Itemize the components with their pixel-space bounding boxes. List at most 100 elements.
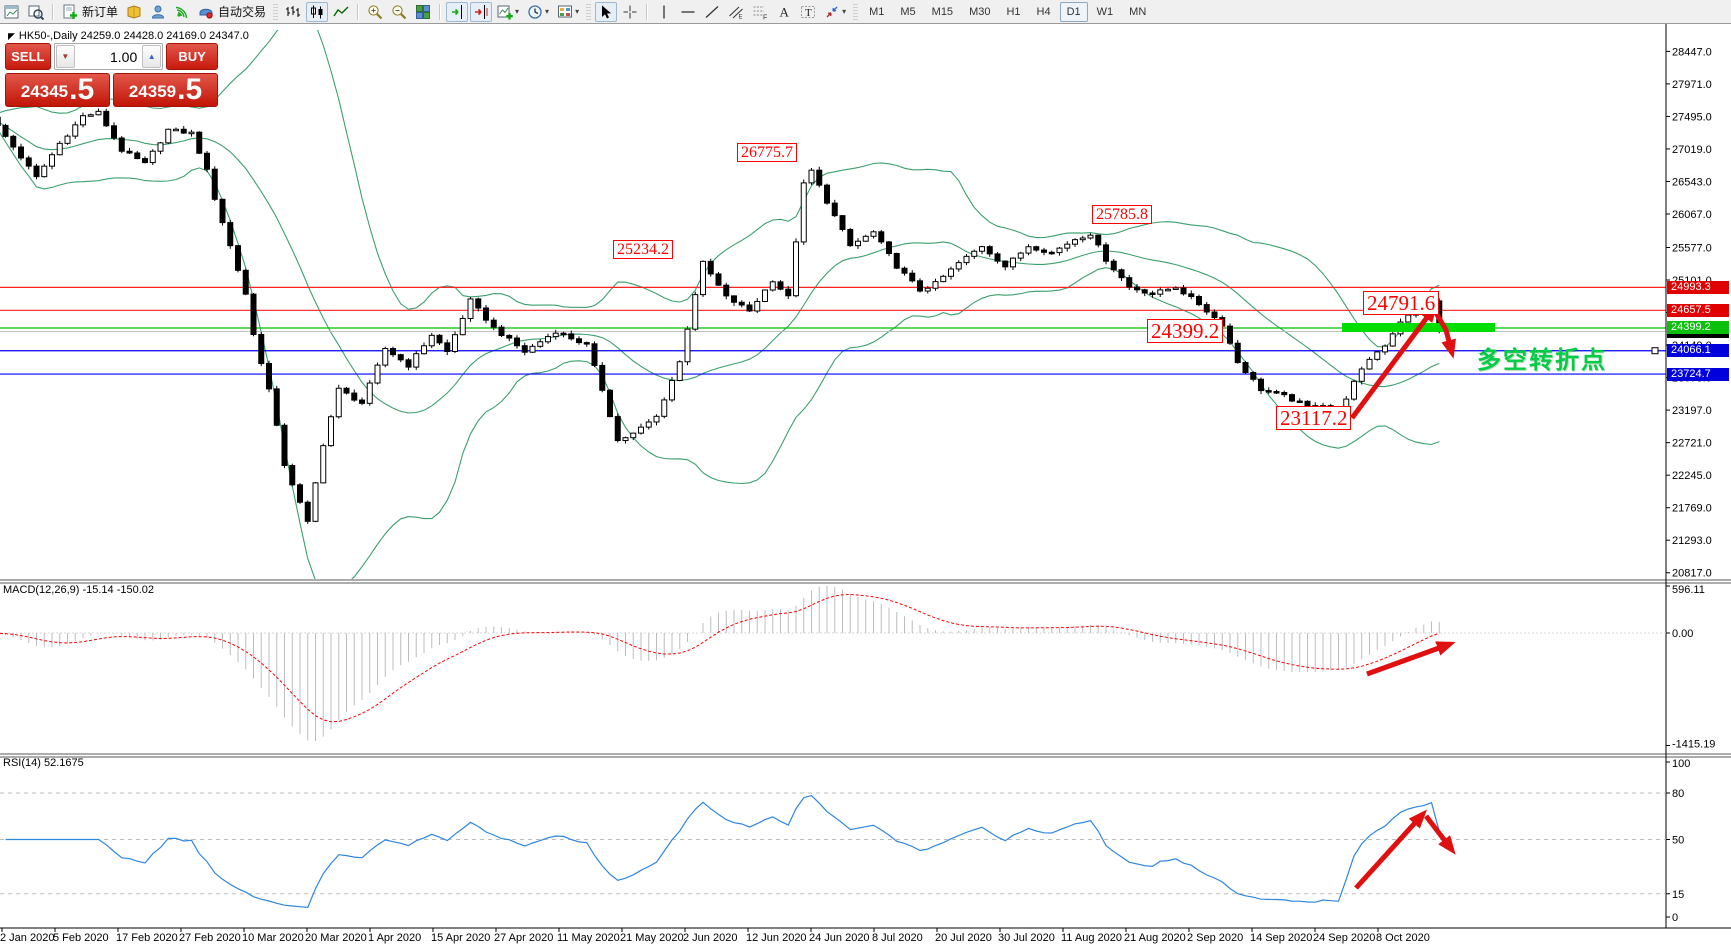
timeframe-m30[interactable]: M30 [969, 5, 991, 18]
cn-annotation: 多空转折点 [1477, 347, 1607, 374]
sell-price[interactable]: 24345.5 [5, 73, 110, 107]
history-center-icon [127, 4, 141, 19]
chart-shift-icon[interactable] [470, 1, 493, 22]
svg-text:25577.0: 25577.0 [1672, 242, 1712, 254]
periods-icon-dropdown[interactable]: ▾ [545, 7, 550, 16]
arrows-icon[interactable]: ▾ [821, 2, 849, 22]
bar-chart-icon [286, 5, 301, 17]
rsi-label: RSI(14) 52.1675 [3, 757, 84, 769]
volume-increase-button[interactable]: ▲ [142, 45, 162, 68]
bar-chart-icon[interactable] [282, 2, 304, 22]
auto-scroll-icon[interactable] [446, 1, 469, 22]
text-label-icon[interactable]: T [797, 2, 819, 22]
sell-button[interactable]: SELL [5, 43, 51, 70]
timeframe-m15[interactable]: M15 [931, 5, 954, 18]
svg-text:22245.0: 22245.0 [1672, 470, 1712, 482]
chart-canvas[interactable]: 28447.0 27971.0 27495.0 27019.0 26543.0 26067… [0, 24, 1731, 950]
autotrading-button[interactable]: 自动交易 [195, 2, 269, 22]
channel-icon: E [729, 6, 743, 20]
vertical-line-icon[interactable] [653, 2, 675, 22]
chart-price-label[interactable]: 23117.2 [1276, 406, 1352, 430]
market-watch-icon[interactable] [25, 2, 47, 22]
chart-price-label[interactable]: 26775.7 [737, 143, 797, 162]
periods-icon[interactable]: ▾ [524, 2, 552, 22]
volume-spinner[interactable]: ▼ 1.00 ▲ [53, 43, 164, 70]
svg-text:50: 50 [1672, 835, 1684, 847]
date-tick: 2 Jun 2020 [683, 932, 737, 944]
crosshair-icon[interactable] [619, 2, 641, 22]
volume-input[interactable]: 1.00 [110, 48, 138, 65]
cursor-icon [602, 5, 612, 18]
cursor-icon[interactable] [595, 1, 618, 22]
timeframe-h1[interactable]: H1 [1006, 5, 1021, 18]
svg-text:28447.0: 28447.0 [1672, 46, 1712, 58]
buy-button[interactable]: BUY [166, 43, 218, 70]
text-icon: A [780, 4, 790, 19]
date-tick: 24 Sep 2020 [1313, 932, 1375, 944]
svg-text:100: 100 [1672, 758, 1690, 770]
toolbar-grip [853, 3, 859, 20]
signals-icon[interactable] [171, 2, 193, 22]
chart-price-label[interactable]: 24791.6 [1363, 291, 1440, 315]
svg-text:T: T [805, 7, 812, 19]
new-order-button[interactable]: 新订单 [59, 2, 121, 22]
history-center-icon[interactable] [123, 2, 145, 22]
chart-price-label[interactable]: 25234.2 [613, 240, 673, 259]
date-tick: 27 Feb 2020 [179, 932, 241, 944]
rsi-down-arrow [1424, 814, 1456, 855]
chart-price-label[interactable]: 25785.8 [1092, 205, 1152, 224]
indicators-add-icon-dropdown[interactable]: ▾ [515, 7, 520, 16]
date-tick: 30 Jul 2020 [998, 932, 1055, 944]
line-chart-icon [333, 6, 349, 16]
indicators-add-icon[interactable]: ▾ [494, 2, 522, 22]
date-tick: 11 May 2020 [557, 932, 620, 944]
timeframe-h4[interactable]: H4 [1036, 5, 1051, 18]
arrows-icon [826, 6, 838, 17]
line-chart-icon[interactable] [330, 2, 352, 22]
timeframe-d1[interactable]: D1 [1059, 1, 1088, 22]
chart-price-label[interactable]: 24399.2 [1147, 319, 1224, 343]
fibonacci-icon[interactable]: F [749, 2, 771, 22]
templates-icon-dropdown[interactable]: ▾ [575, 7, 580, 16]
zoom-in-icon[interactable] [364, 2, 386, 22]
date-tick: 10 Mar 2020 [242, 932, 304, 944]
horizontal-line-icon[interactable] [677, 2, 699, 22]
one-click-trading-panel: SELL ▼ 1.00 ▲ BUY 24345.5 24359.5 [5, 43, 218, 107]
candlestick-chart-icon[interactable] [306, 1, 329, 22]
svg-text:27495.0: 27495.0 [1672, 111, 1712, 123]
svg-text:F: F [763, 14, 767, 20]
svg-text:21293.0: 21293.0 [1672, 535, 1712, 547]
trendline-icon [705, 5, 719, 18]
chart-area[interactable]: 28447.0 27971.0 27495.0 27019.0 26543.0 26067… [0, 24, 1731, 950]
price-axis-badge: 24993.3 [1667, 280, 1729, 294]
trendline-icon[interactable] [701, 2, 723, 22]
tile-windows-icon[interactable] [412, 2, 434, 22]
templates-icon[interactable]: ▾ [554, 2, 582, 22]
svg-text:596.11: 596.11 [1672, 584, 1705, 596]
timeframe-m5[interactable]: M5 [900, 5, 916, 18]
text-label-icon: T [801, 5, 816, 19]
toolbar-separator [439, 3, 442, 20]
timeframe-m1[interactable]: M1 [869, 5, 885, 18]
text-icon[interactable]: A [773, 2, 795, 22]
svg-text:22721.0: 22721.0 [1672, 438, 1712, 450]
zoom-out-icon[interactable] [388, 2, 410, 22]
date-tick: 24 Jun 2020 [809, 932, 870, 944]
toolbar-grip [586, 3, 592, 20]
timeframe-w1[interactable]: W1 [1096, 5, 1114, 18]
volume-decrease-button[interactable]: ▼ [55, 45, 75, 68]
date-tick: 21 May 2020 [620, 932, 684, 944]
timeframe-mn[interactable]: MN [1129, 5, 1147, 18]
svg-text:0: 0 [1672, 912, 1678, 924]
arrows-icon-dropdown[interactable]: ▾ [842, 7, 847, 16]
crosshair-icon [623, 5, 637, 18]
chart-window-icon[interactable] [1, 2, 23, 22]
date-tick: 14 Sep 2020 [1250, 932, 1312, 944]
main-up-arrow [1349, 303, 1438, 420]
svg-text:A: A [780, 4, 790, 19]
channel-icon[interactable]: E [725, 2, 747, 22]
price-axis-badge: 24657.5 [1667, 303, 1729, 317]
community-icon[interactable] [147, 2, 169, 22]
buy-price[interactable]: 24359.5 [113, 73, 218, 107]
price-axis-badge: 24399.2 [1667, 321, 1729, 335]
